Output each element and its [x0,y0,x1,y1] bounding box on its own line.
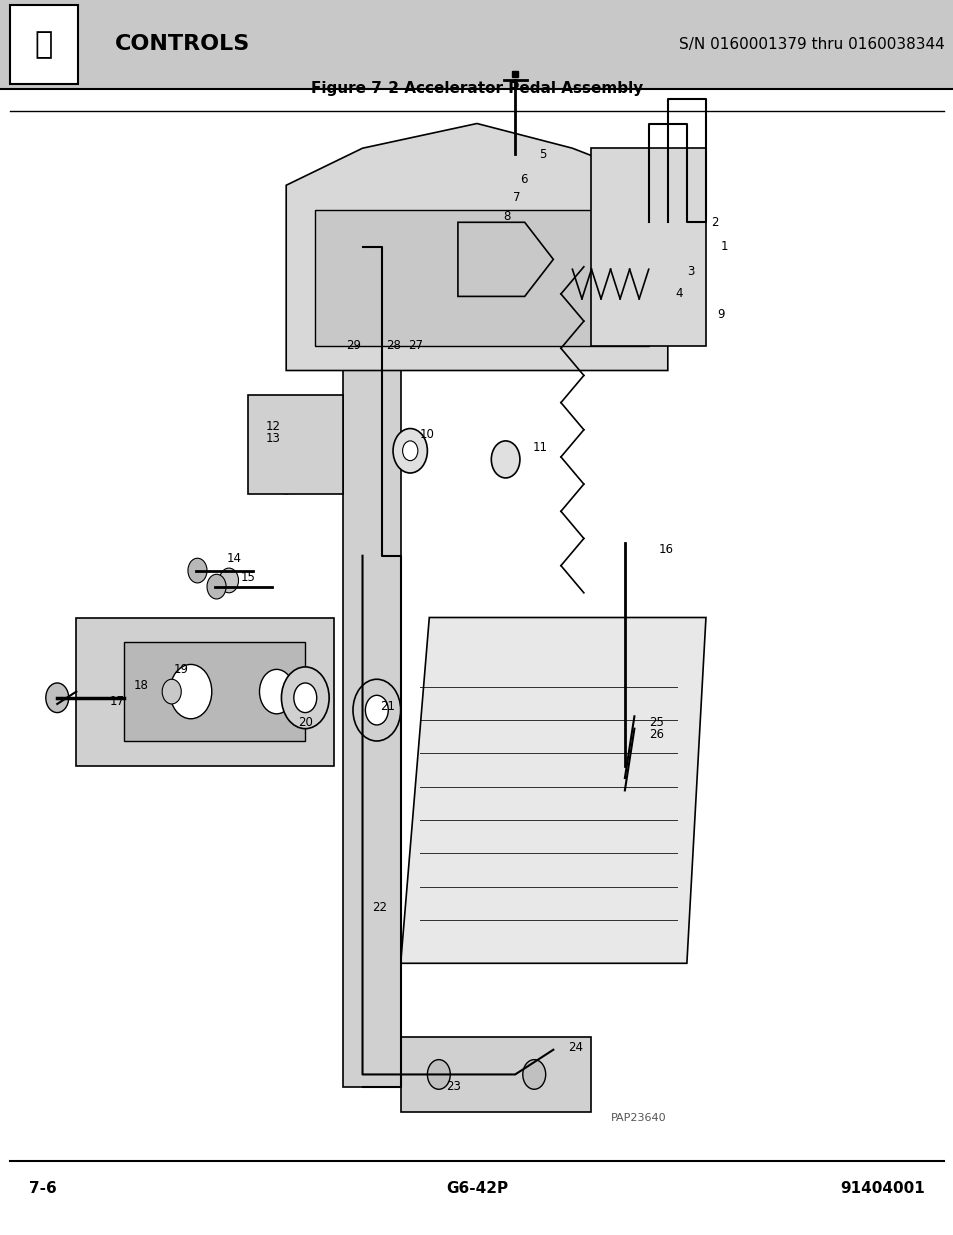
Polygon shape [124,642,305,741]
Text: 23: 23 [446,1081,461,1093]
Text: 7-6: 7-6 [29,1181,56,1195]
Circle shape [188,558,207,583]
Text: 12: 12 [265,420,280,432]
Text: 16: 16 [658,543,673,556]
Polygon shape [400,618,705,963]
Circle shape [294,683,316,713]
Text: 20: 20 [297,716,313,729]
Text: 21: 21 [379,700,395,713]
Text: 13: 13 [265,432,280,445]
Text: 27: 27 [408,340,423,352]
Circle shape [353,679,400,741]
Text: 17: 17 [110,695,125,708]
Circle shape [365,695,388,725]
Text: G6-42P: G6-42P [445,1181,508,1195]
Text: 24: 24 [567,1041,582,1053]
Text: 26: 26 [648,729,663,741]
Text: 🏗: 🏗 [34,30,53,59]
Text: 29: 29 [346,340,361,352]
Bar [10,5,78,84]
Circle shape [170,664,212,719]
Text: 15: 15 [240,572,255,584]
Circle shape [207,574,226,599]
Circle shape [162,679,181,704]
Text: 11: 11 [532,441,547,453]
Text: 9: 9 [717,309,724,321]
Circle shape [259,669,294,714]
Polygon shape [343,222,400,1087]
Text: 4: 4 [675,288,682,300]
Circle shape [522,1060,545,1089]
Text: 28: 28 [386,340,401,352]
Text: 3: 3 [686,266,694,278]
Text: 8: 8 [503,210,511,222]
Text: 10: 10 [419,429,435,441]
Text: 1: 1 [720,241,727,253]
Text: CONTROLS: CONTROLS [114,35,250,54]
Text: 19: 19 [173,663,189,676]
Text: 91404001: 91404001 [840,1181,924,1195]
Polygon shape [314,210,648,346]
Text: PAP23640: PAP23640 [611,1113,666,1123]
Text: S/N 0160001379 thru 0160038344: S/N 0160001379 thru 0160038344 [678,37,943,52]
Polygon shape [457,222,553,296]
Text: 2: 2 [710,216,718,228]
Circle shape [402,441,417,461]
Circle shape [491,441,519,478]
Polygon shape [76,618,334,766]
Text: 6: 6 [519,173,527,185]
Circle shape [219,568,238,593]
Polygon shape [400,1037,591,1112]
Polygon shape [248,395,343,494]
Circle shape [281,667,329,729]
Circle shape [46,683,69,713]
Polygon shape [591,148,705,346]
Text: 25: 25 [648,716,663,729]
Text: 5: 5 [538,148,546,161]
Circle shape [276,469,295,494]
Text: 22: 22 [372,902,387,914]
FancyBboxPatch shape [0,0,953,89]
Polygon shape [286,124,667,370]
Text: Figure 7-2 Accelerator Pedal Assembly: Figure 7-2 Accelerator Pedal Assembly [311,82,642,96]
Text: 14: 14 [227,552,242,564]
Text: 7: 7 [513,191,520,204]
Circle shape [393,429,427,473]
Text: 18: 18 [133,679,149,692]
Circle shape [427,1060,450,1089]
